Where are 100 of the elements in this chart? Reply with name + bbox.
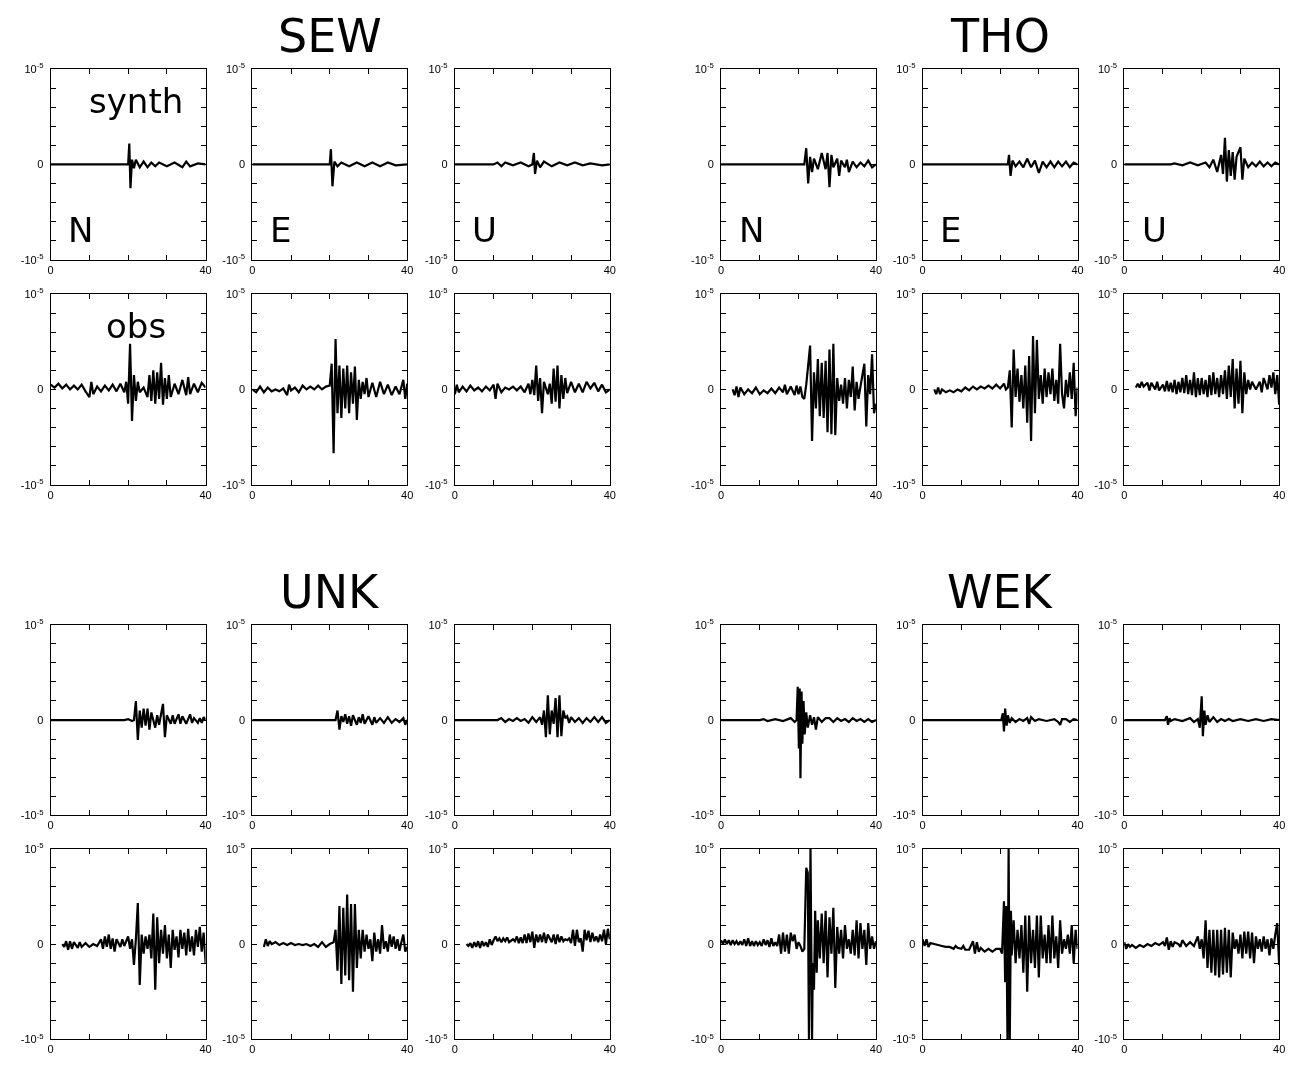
x-tick-label: 0 <box>717 819 725 832</box>
y-tick-label: 0 <box>238 158 246 171</box>
annotation: U <box>472 210 497 250</box>
x-tick-label: 0 <box>919 819 926 832</box>
chart-title: SEW <box>278 9 382 63</box>
y-tick-label: 0 <box>1110 937 1118 950</box>
y-tick-label: 0 <box>909 937 916 950</box>
y-tick-label: 0 <box>441 937 448 950</box>
y-tick-label: 0 <box>37 383 44 396</box>
x-tick-label: 0 <box>47 263 54 276</box>
y-tick-label: 0 <box>238 383 246 396</box>
y-tick-label: 0 <box>238 713 246 726</box>
x-tick-label: 0 <box>47 1043 54 1056</box>
x-tick-label: 0 <box>717 488 725 501</box>
x-tick-label: 40 <box>199 1043 212 1056</box>
annotation: E <box>270 210 292 250</box>
y-tick-label: 10$^{-5}$ <box>428 617 448 631</box>
x-tick-label: 0 <box>249 1043 256 1056</box>
y-tick-label: 10$^{-5}$ <box>225 617 246 631</box>
y-tick-label: 10$^{-5}$ <box>896 617 916 631</box>
x-tick-label: 40 <box>199 819 212 832</box>
x-tick-label: 0 <box>919 1043 926 1056</box>
chart-title: WEK <box>947 565 1054 619</box>
chart-title: UNK <box>280 565 381 619</box>
y-tick-label: 10$^{-5}$ <box>24 841 44 855</box>
y-tick-label: 10$^{-5}$ <box>225 61 246 76</box>
y-tick-label: -10$^{-5}$ <box>424 1031 448 1046</box>
y-tick-label: 10$^{-5}$ <box>694 61 714 76</box>
y-tick-label: 10$^{-5}$ <box>896 61 916 76</box>
y-tick-label: 10$^{-5}$ <box>24 617 44 631</box>
y-tick-label: -10$^{-5}$ <box>222 251 246 266</box>
x-tick-label: 40 <box>603 819 616 832</box>
y-tick-label: -10$^{-5}$ <box>20 476 44 491</box>
x-tick-label: 40 <box>1071 819 1084 832</box>
y-tick-label: 0 <box>441 383 448 396</box>
y-tick-label: 10$^{-5}$ <box>1097 617 1118 631</box>
y-tick-label: 0 <box>441 158 448 171</box>
x-tick-label: 40 <box>869 263 883 276</box>
y-tick-label: 0 <box>238 937 246 950</box>
x-tick-label: 40 <box>199 488 212 501</box>
x-tick-label: 0 <box>717 263 725 276</box>
y-tick-label: 10$^{-5}$ <box>694 617 714 631</box>
y-tick-label: 10$^{-5}$ <box>1097 286 1118 301</box>
y-tick-label: -10$^{-5}$ <box>1094 1031 1118 1046</box>
y-tick-label: -10$^{-5}$ <box>222 476 246 491</box>
y-tick-label: 10$^{-5}$ <box>24 61 44 76</box>
x-tick-label: 40 <box>1071 488 1084 501</box>
y-tick-label: -10$^{-5}$ <box>20 251 44 266</box>
x-tick-label: 40 <box>1273 488 1286 501</box>
y-tick-label: -10$^{-5}$ <box>691 1031 714 1046</box>
x-tick-label: 0 <box>717 1043 725 1056</box>
x-tick-label: 40 <box>1273 263 1286 276</box>
x-tick-label: 40 <box>1273 819 1286 832</box>
y-tick-label: 10$^{-5}$ <box>694 286 714 301</box>
y-tick-label: -10$^{-5}$ <box>1094 476 1118 491</box>
annotation: synth <box>89 81 184 121</box>
y-tick-label: 0 <box>37 713 44 726</box>
x-tick-label: 0 <box>451 263 458 276</box>
y-tick-label: -10$^{-5}$ <box>222 807 246 822</box>
y-tick-label: -10$^{-5}$ <box>691 476 714 491</box>
y-tick-label: -10$^{-5}$ <box>424 251 448 266</box>
y-tick-label: 10$^{-5}$ <box>428 61 448 76</box>
y-tick-label: -10$^{-5}$ <box>892 476 916 491</box>
y-tick-label: 10$^{-5}$ <box>24 286 44 301</box>
y-tick-label: 0 <box>707 713 714 726</box>
x-tick-label: 0 <box>451 1043 458 1056</box>
x-tick-label: 0 <box>1121 263 1128 276</box>
x-tick-label: 0 <box>919 263 926 276</box>
x-tick-label: 40 <box>401 488 414 501</box>
x-tick-label: 0 <box>451 819 458 832</box>
annotation: U <box>1142 210 1167 250</box>
x-tick-label: 40 <box>603 488 616 501</box>
x-tick-label: 40 <box>401 1043 414 1056</box>
x-tick-label: 40 <box>401 263 414 276</box>
annotation: N <box>739 210 765 250</box>
y-tick-label: -10$^{-5}$ <box>20 1031 44 1046</box>
annotation: obs <box>106 306 167 346</box>
y-tick-label: -10$^{-5}$ <box>892 807 916 822</box>
annotation: E <box>940 210 962 250</box>
y-tick-label: 10$^{-5}$ <box>896 841 916 855</box>
x-tick-label: 0 <box>249 263 256 276</box>
x-tick-label: 40 <box>1071 263 1084 276</box>
x-tick-label: 0 <box>1121 1043 1128 1056</box>
y-tick-label: 10$^{-5}$ <box>225 286 246 301</box>
y-tick-label: 10$^{-5}$ <box>1097 841 1118 855</box>
x-tick-label: 0 <box>47 488 54 501</box>
y-tick-label: 0 <box>37 158 44 171</box>
x-tick-label: 40 <box>1071 1043 1084 1056</box>
y-tick-label: 0 <box>1110 713 1118 726</box>
y-tick-label: 10$^{-5}$ <box>428 286 448 301</box>
x-tick-label: 0 <box>451 488 458 501</box>
y-tick-label: -10$^{-5}$ <box>892 1031 916 1046</box>
x-tick-label: 40 <box>401 819 414 832</box>
y-tick-label: -10$^{-5}$ <box>691 251 714 266</box>
x-tick-label: 0 <box>1121 819 1128 832</box>
y-tick-label: -10$^{-5}$ <box>1094 251 1118 266</box>
line-series <box>922 848 1078 1040</box>
x-tick-label: 40 <box>603 263 616 276</box>
y-tick-label: -10$^{-5}$ <box>222 1031 246 1046</box>
chart-title: THO <box>950 9 1050 63</box>
